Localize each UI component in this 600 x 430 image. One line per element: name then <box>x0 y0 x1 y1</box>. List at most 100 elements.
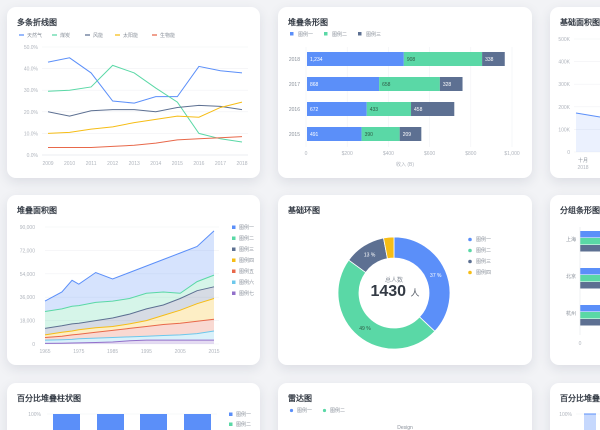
legend-item[interactable]: 图例五 <box>239 268 254 275</box>
x-tick-label: 2015 <box>208 349 219 355</box>
percent-stacked-chart-partial: 100% <box>559 412 600 430</box>
column-bar[interactable] <box>584 414 596 430</box>
column-bar[interactable] <box>184 414 211 430</box>
legend-item[interactable]: 图例六 <box>239 279 254 286</box>
bar-segment[interactable] <box>439 77 463 91</box>
legend-item[interactable]: 图例二 <box>476 247 491 254</box>
legend-item[interactable]: 图例三 <box>366 31 381 38</box>
area-band[interactable] <box>45 298 214 338</box>
y-category-label: 2015 <box>289 132 300 138</box>
y-tick-label: 20.0% <box>24 110 39 116</box>
bar[interactable] <box>580 245 600 252</box>
legend-item[interactable]: 图例二 <box>236 421 251 428</box>
line-series[interactable] <box>47 101 243 134</box>
legend-marker-icon <box>232 225 236 229</box>
y-category-label: 上海 <box>566 236 576 243</box>
legend-item[interactable]: 天然气 <box>27 32 42 39</box>
legend-item[interactable]: 图例一 <box>297 407 312 414</box>
x-tick-label: 1975 <box>73 349 84 355</box>
legend-item[interactable]: 煤炭 <box>60 32 70 39</box>
donut-slice[interactable] <box>337 259 436 350</box>
y-tick-label: 500K <box>558 37 570 43</box>
card-title: 基础面积图 <box>560 18 600 27</box>
x-tick-label: $1,000 <box>504 151 520 157</box>
line-series[interactable] <box>48 136 243 148</box>
line-series[interactable] <box>47 57 243 104</box>
bar-segment[interactable] <box>379 77 440 91</box>
bar-segment[interactable] <box>361 127 400 141</box>
y-tick-label: 72,000 <box>20 248 36 254</box>
y-tick-label: 0 <box>567 150 570 156</box>
line-series[interactable] <box>47 104 243 117</box>
legend-marker-icon <box>232 236 236 240</box>
area-band[interactable] <box>45 230 214 312</box>
card-title: 堆叠面积图 <box>17 206 57 215</box>
legend-item[interactable]: 风能 <box>93 32 103 39</box>
donut-center-value: 1430 人 <box>358 283 432 301</box>
bar[interactable] <box>580 238 600 245</box>
bar-segment[interactable] <box>307 52 404 66</box>
column-bar[interactable] <box>53 414 80 430</box>
bar-segment[interactable] <box>307 127 362 141</box>
bar[interactable] <box>580 275 600 282</box>
donut-slice[interactable] <box>383 236 395 260</box>
legend-item[interactable]: 图例三 <box>239 246 254 253</box>
legend-item[interactable]: 图例三 <box>476 258 491 265</box>
legend-marker-icon <box>468 259 472 264</box>
bar-segment[interactable] <box>403 52 483 66</box>
bar-segment[interactable] <box>307 77 380 91</box>
y-tick-label: 54,000 <box>20 272 36 278</box>
y-tick-label: 100% <box>559 412 572 418</box>
bar-segment[interactable] <box>411 102 455 116</box>
bar-value-label: 458 <box>414 107 423 113</box>
bar[interactable] <box>580 282 600 289</box>
bar[interactable] <box>580 268 600 275</box>
legend-item[interactable]: 图例一 <box>298 31 313 38</box>
bar-segment[interactable] <box>307 102 367 116</box>
legend-item[interactable]: 生物能 <box>160 32 175 39</box>
area-band[interactable] <box>45 275 214 329</box>
bar[interactable] <box>580 319 600 326</box>
legend-item[interactable]: 图例一 <box>236 411 251 418</box>
legend-item[interactable]: 图例二 <box>332 31 347 38</box>
donut-total-value: 1430 <box>370 283 407 300</box>
legend-item[interactable]: 图例七 <box>239 290 254 297</box>
legend-item[interactable]: 图例一 <box>239 224 254 231</box>
bar-segment[interactable] <box>482 52 505 66</box>
bar-value-label: 908 <box>407 57 416 63</box>
x-tick-label: 2010 <box>64 161 75 167</box>
x-tick-label: $400 <box>383 151 394 157</box>
legend-item[interactable]: 太阳能 <box>123 32 138 39</box>
y-tick-label: 10.0% <box>24 131 39 137</box>
y-category-label: 杭州 <box>566 310 576 317</box>
column-bar[interactable] <box>140 414 167 430</box>
card-radar-chart: 雷达图 图例一 图例二 Design <box>278 383 532 430</box>
card-multi-line-chart: 多条折线图 天然气 煤炭 风能 太阳能 生物能 0.0% 10.0% 20.0% 30.0% 40… <box>7 7 260 178</box>
legend-item[interactable]: 图例二 <box>239 235 254 242</box>
card-title: 百分比堆叠柱状图 <box>17 394 81 403</box>
y-tick-label: 0.0% <box>27 153 39 159</box>
y-tick-label: 30.0% <box>24 88 39 94</box>
y-category-label: 2018 <box>289 57 300 63</box>
bar[interactable] <box>580 231 600 238</box>
bar[interactable] <box>580 305 600 312</box>
y-tick-label: 200K <box>558 105 570 111</box>
bar-segment[interactable] <box>366 102 412 116</box>
area-band[interactable] <box>45 286 214 335</box>
y-tick-label: 90,000 <box>20 225 36 231</box>
bar[interactable] <box>580 312 600 319</box>
x-tick-label: 2015 <box>172 161 183 167</box>
legend-marker-icon <box>232 269 236 273</box>
bar-segment[interactable] <box>399 127 422 141</box>
x-tick-label: 2014 <box>150 161 161 167</box>
legend-item[interactable]: 图例二 <box>330 407 345 414</box>
column-bar[interactable] <box>97 414 124 430</box>
legend-item[interactable]: 图例四 <box>239 257 254 264</box>
legend-item[interactable]: 图例一 <box>476 236 491 243</box>
slice-label: 49 % <box>359 326 371 332</box>
legend-item[interactable]: 图例四 <box>476 269 491 276</box>
area-line[interactable] <box>575 112 600 118</box>
line-series[interactable] <box>47 64 243 143</box>
